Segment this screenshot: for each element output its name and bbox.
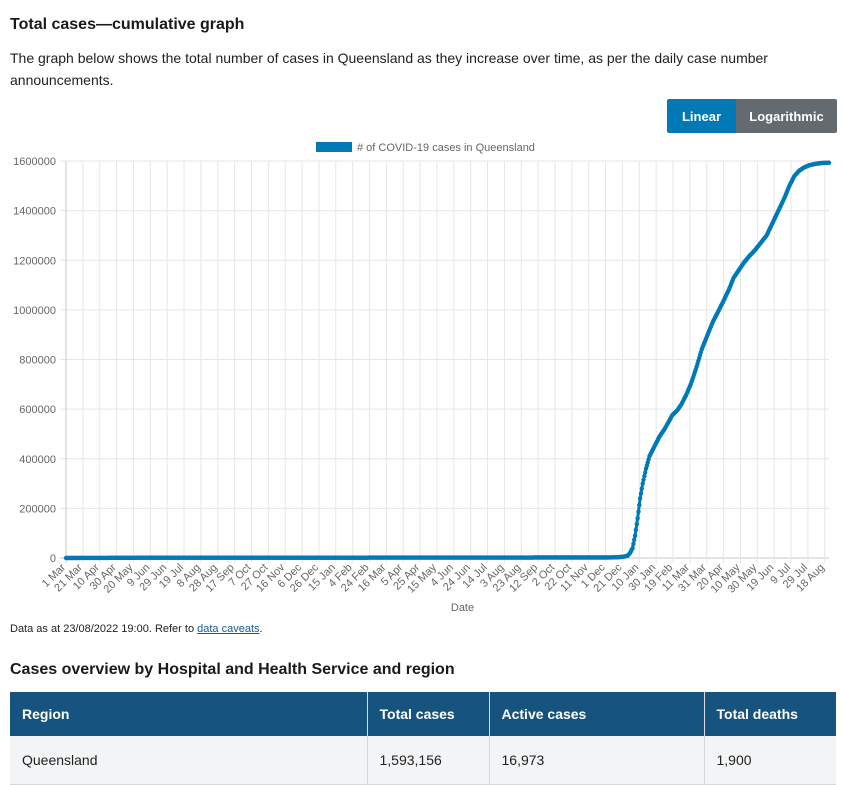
data-point [637, 496, 643, 501]
y-tick-label: 800000 [19, 355, 56, 367]
cell-total-cases: 1,593,156 [367, 736, 490, 785]
y-tick-label: 1600000 [13, 156, 56, 168]
chart-series [63, 160, 832, 561]
data-point [638, 491, 644, 496]
data-point [642, 473, 647, 479]
cell-total-deaths: 1,900 [704, 736, 836, 785]
legend-label: # of COVID-19 cases in Queensland [357, 142, 535, 154]
y-tick-label: 600000 [19, 404, 56, 416]
cell-region: Queensland [10, 736, 368, 785]
data-point [643, 470, 648, 475]
chart-legend: # of COVID-19 cases in Queensland [316, 142, 535, 154]
data-point [635, 516, 640, 521]
logarithmic-toggle-button[interactable]: Logarithmic [736, 99, 837, 133]
y-tick-label: 1000000 [13, 305, 56, 317]
y-tick-label: 200000 [19, 503, 56, 515]
data-point [826, 160, 832, 165]
cumulative-cases-chart: 0 200000 400000 600000 800000 1000000 1200000 1… [13, 142, 832, 614]
data-point [641, 477, 646, 482]
table-title: Cases overview by Hospital and Health Se… [10, 661, 455, 678]
column-header-total-deaths[interactable]: Total deaths [704, 692, 836, 736]
series-line [65, 161, 830, 560]
y-tick-label: 1400000 [13, 206, 56, 218]
column-header-total-cases[interactable]: Total cases [367, 692, 490, 736]
intro-text: The graph below shows the total number o… [10, 50, 768, 88]
caveat-end: . [259, 623, 263, 635]
cases-overview-table: Region Total cases Active cases Total de… [10, 692, 836, 785]
data-point [640, 481, 645, 486]
chart-grid [60, 160, 829, 563]
data-point [634, 521, 639, 527]
cell-active-cases: 16,973 [489, 736, 705, 785]
data-caveat-note: Data as at 23/08/2022 19:00. Refer to da… [10, 623, 263, 635]
data-point [636, 509, 641, 514]
data-point [630, 545, 635, 551]
section-title: Total cases—cumulative graph [10, 16, 245, 33]
y-tick-label: 0 [50, 553, 56, 565]
column-header-region[interactable]: Region [10, 692, 368, 736]
data-point [632, 537, 637, 542]
legend-swatch [316, 142, 352, 152]
data-caveats-link[interactable]: data caveats [197, 623, 260, 635]
y-tick-label: 400000 [19, 454, 56, 466]
data-point [639, 486, 644, 491]
caveat-text: Data as at 23/08/2022 19:00. Refer to [10, 623, 198, 635]
x-axis-title: Date [451, 602, 474, 614]
table-row: Queensland 1,593,156 16,973 1,900 [10, 736, 836, 785]
data-point [631, 541, 636, 547]
table-header-row: Region Total cases Active cases Total de… [10, 692, 836, 736]
column-header-active-cases[interactable]: Active cases [489, 692, 705, 736]
data-point [632, 533, 638, 538]
data-point [633, 527, 639, 533]
y-tick-label: 1200000 [13, 255, 56, 267]
data-point [637, 502, 642, 508]
linear-toggle-button[interactable]: Linear [667, 99, 736, 133]
